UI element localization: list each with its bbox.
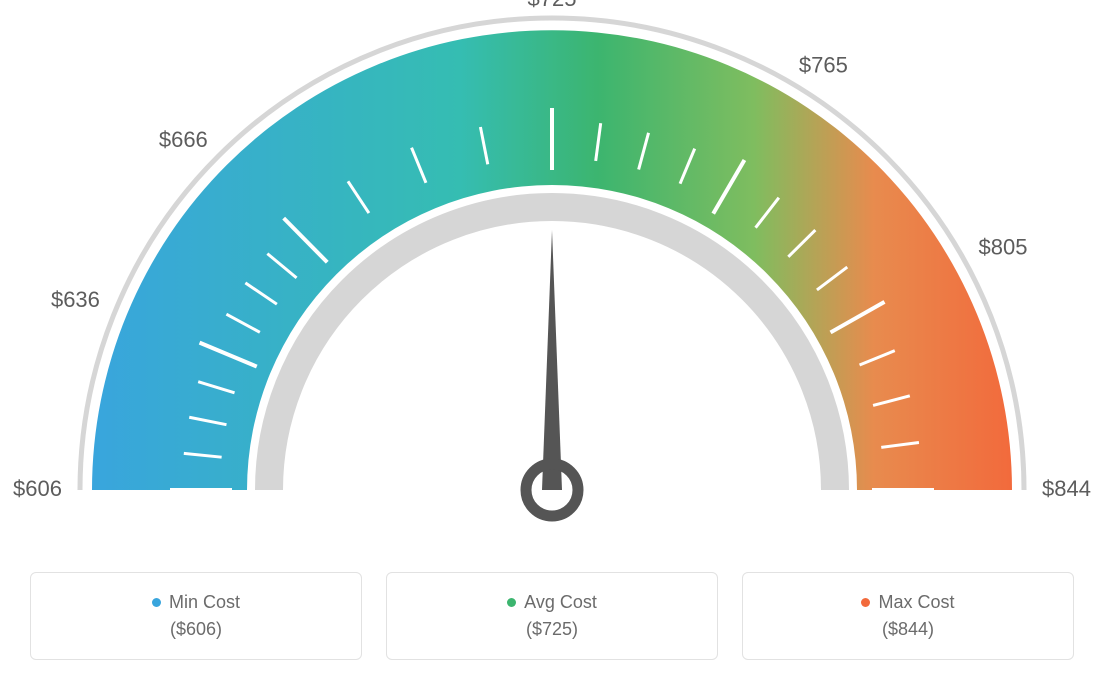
- gauge-chart-container: $606 $636 $666 $725 $765 $805 $844 Min Cost ($…: [0, 0, 1104, 690]
- legend-value-max: ($844): [882, 619, 934, 640]
- gauge-tick-label: $725: [528, 0, 577, 11]
- gauge-tick-label: $765: [799, 53, 848, 78]
- gauge-tick-label: $805: [978, 235, 1027, 260]
- legend-card-avg: Avg Cost ($725): [386, 572, 718, 660]
- gauge-tick-label: $636: [51, 287, 100, 312]
- gauge-tick-label: $666: [159, 127, 208, 152]
- legend-label-max: Max Cost: [878, 592, 954, 613]
- legend-label-avg: Avg Cost: [524, 592, 597, 613]
- legend-card-min: Min Cost ($606): [30, 572, 362, 660]
- legend-card-max: Max Cost ($844): [742, 572, 1074, 660]
- legend-value-min: ($606): [170, 619, 222, 640]
- bullet-max: [861, 598, 870, 607]
- bullet-avg: [507, 598, 516, 607]
- legend-row: Min Cost ($606) Avg Cost ($725) Max Cost…: [30, 572, 1074, 660]
- gauge-tick-label: $844: [1042, 476, 1091, 501]
- gauge-tick-label: $606: [13, 476, 62, 501]
- bullet-min: [152, 598, 161, 607]
- legend-label-min: Min Cost: [169, 592, 240, 613]
- gauge-svg: $606 $636 $666 $725 $765 $805 $844: [0, 0, 1104, 560]
- legend-value-avg: ($725): [526, 619, 578, 640]
